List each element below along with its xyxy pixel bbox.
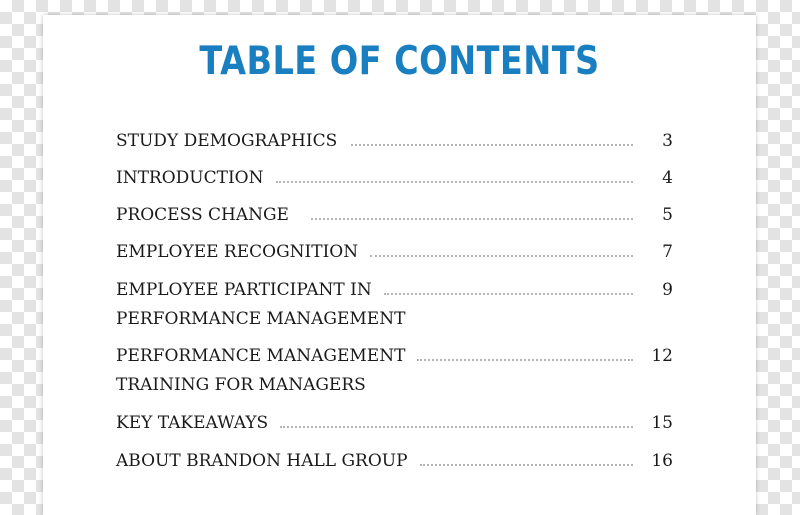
dot-leader <box>275 181 633 183</box>
dot-leader <box>383 293 633 295</box>
dot-leader <box>417 359 633 361</box>
toc-entry[interactable]: ABOUT BRANDON HALL GROUP 16 <box>116 447 673 476</box>
dot-leader <box>370 255 633 257</box>
toc-entry-label: INTRODUCTION <box>116 168 264 188</box>
toc-entry-label: ABOUT BRANDON HALL GROUP <box>116 451 408 471</box>
toc-entry-label: EMPLOYEE PARTICIPANT IN <box>116 280 372 300</box>
dot-leader <box>351 144 633 146</box>
toc-entry-label-continuation: PERFORMANCE MANAGEMENT <box>116 309 406 329</box>
toc-entry[interactable]: PROCESS CHANGE 5 <box>116 201 673 230</box>
toc-entry-label: PERFORMANCE MANAGEMENT <box>116 346 406 366</box>
toc-entry-label: STUDY DEMOGRAPHICS <box>116 131 338 151</box>
toc-entry-label: EMPLOYEE RECOGNITION <box>116 242 359 262</box>
dot-leader <box>419 464 633 466</box>
toc-entry[interactable]: EMPLOYEE RECOGNITION 7 <box>116 238 673 267</box>
toc-entry[interactable]: PERFORMANCE MANAGEMENT 12 TRAINING FOR M… <box>116 342 673 400</box>
toc-page-number: 12 <box>651 346 673 366</box>
toc-entry[interactable]: INTRODUCTION 4 <box>116 164 673 193</box>
page-title: TABLE OF CONTENTS <box>199 39 600 84</box>
toc-entry-label-continuation: TRAINING FOR MANAGERS <box>116 375 366 395</box>
document-page: TABLE OF CONTENTS STUDY DEMOGRAPHICS 3 I… <box>43 15 756 515</box>
toc-page-number: 15 <box>651 413 673 433</box>
toc-entry-label: PROCESS CHANGE <box>116 205 289 225</box>
toc-entry[interactable]: EMPLOYEE PARTICIPANT IN 9 PERFORMANCE MA… <box>116 276 673 334</box>
dot-leader <box>310 218 633 220</box>
toc-entry[interactable]: KEY TAKEAWAYS 15 <box>116 409 673 438</box>
toc-page-number: 5 <box>662 205 673 225</box>
toc-entry-label: KEY TAKEAWAYS <box>116 413 269 433</box>
toc-page-number: 7 <box>662 242 673 262</box>
toc-page-number: 3 <box>662 131 673 151</box>
toc-page-number: 16 <box>651 451 673 471</box>
toc-page-number: 4 <box>662 168 673 188</box>
toc-page-number: 9 <box>662 280 673 300</box>
toc-entry[interactable]: STUDY DEMOGRAPHICS 3 <box>116 127 673 156</box>
dot-leader <box>280 426 633 428</box>
